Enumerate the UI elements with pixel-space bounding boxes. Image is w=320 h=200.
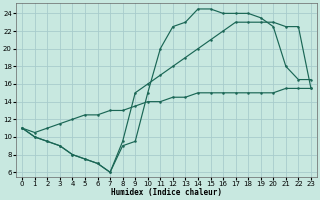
X-axis label: Humidex (Indice chaleur): Humidex (Indice chaleur): [111, 188, 222, 197]
